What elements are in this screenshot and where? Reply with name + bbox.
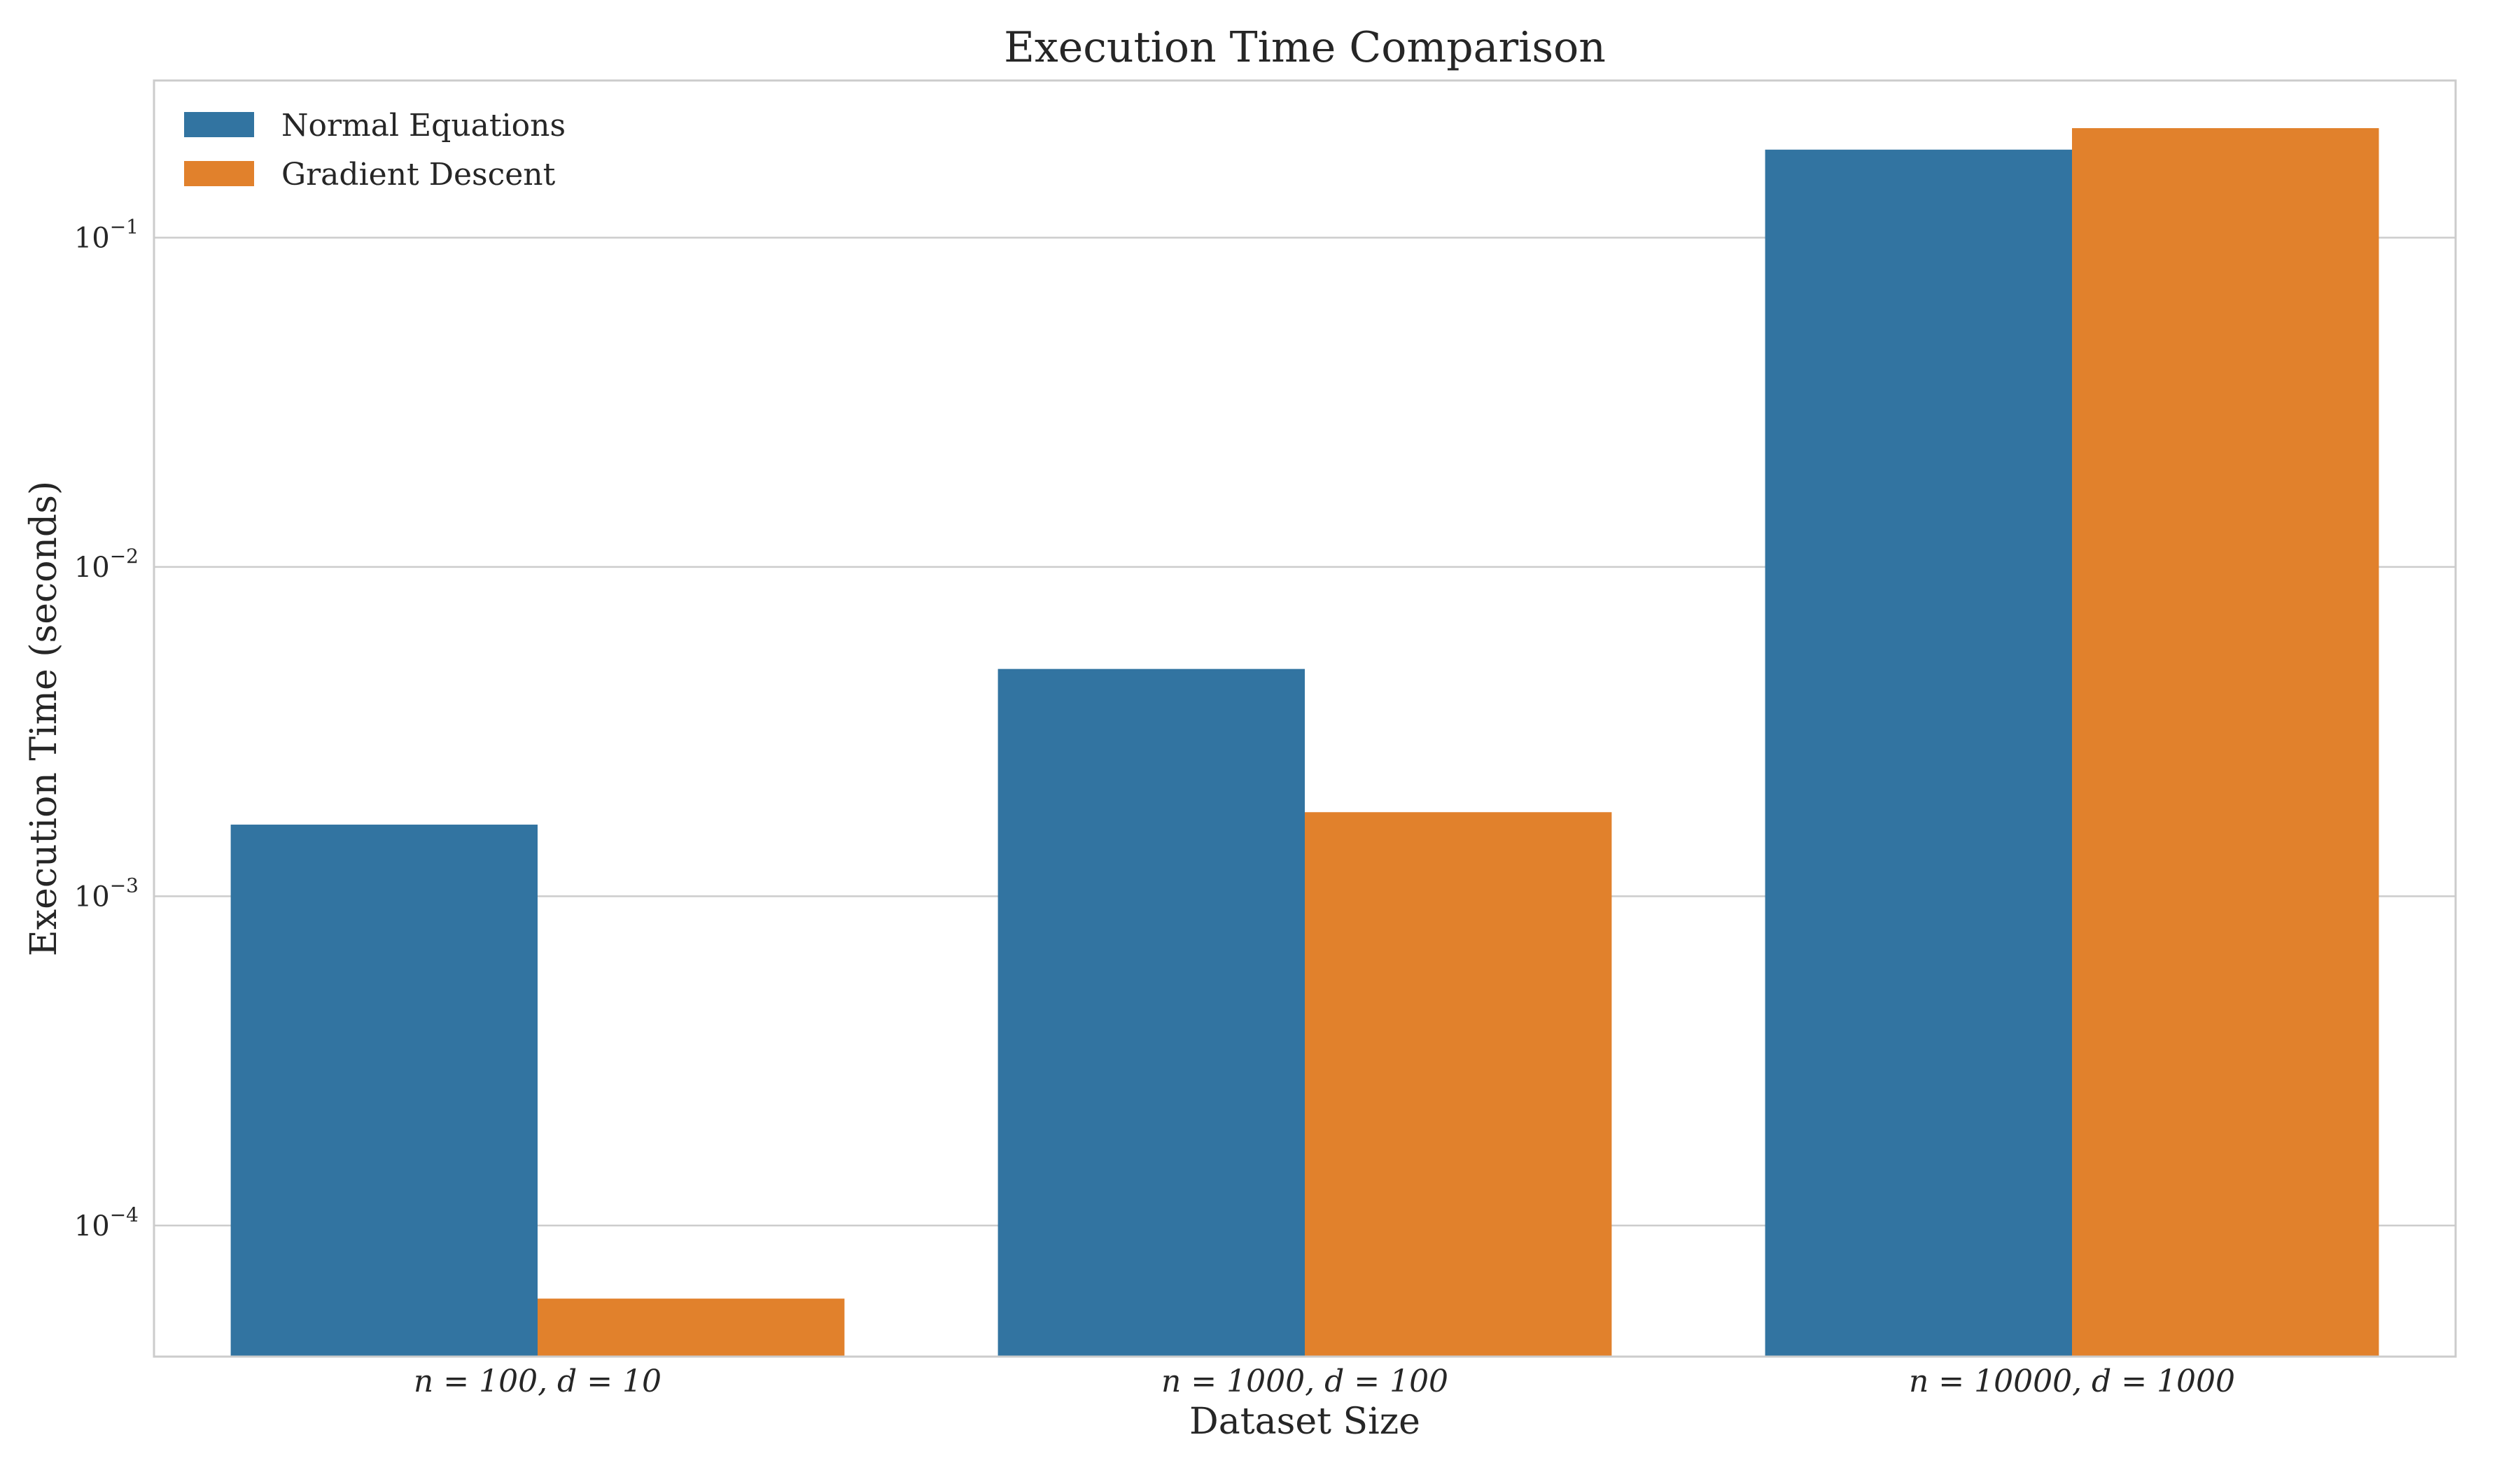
chart-title: Execution Time Comparison	[1004, 23, 1606, 72]
bar-normal-equations-2	[997, 668, 1305, 1357]
x-tick-label: n = 100, d = 10	[414, 1364, 662, 1399]
bar-normal-equations-1	[230, 825, 538, 1357]
legend-label: Gradient Descent	[281, 157, 556, 192]
legend-label: Normal Equations	[281, 108, 566, 144]
x-tick-label: n = 1000, d = 100	[1161, 1364, 1448, 1399]
bar-gradient-descent-2	[1305, 812, 1612, 1357]
x-axis-label: Dataset Size	[1189, 1401, 1420, 1443]
x-tick-label: n = 10000, d = 1000	[1909, 1364, 2235, 1399]
bar-layer	[230, 128, 2379, 1357]
legend-swatch	[184, 112, 254, 137]
legend-swatch	[184, 161, 254, 186]
bar-gradient-descent-1	[538, 1298, 845, 1357]
y-tick-labels: 10−4 10−3 10−2 10−1	[74, 215, 139, 1242]
legend: Normal Equations Gradient Descent	[184, 108, 566, 192]
y-axis-label: Execution Time (seconds)	[23, 481, 65, 956]
y-tick-label: 10−4	[74, 1203, 139, 1242]
x-tick-labels: n = 100, d = 10 n = 1000, d = 100 n = 1000…	[414, 1364, 2235, 1399]
bar-normal-equations-3	[1765, 149, 2072, 1357]
y-tick-label: 10−2	[74, 545, 139, 584]
y-tick-label: 10−1	[74, 215, 139, 254]
y-tick-label: 10−3	[74, 874, 139, 913]
bar-gradient-descent-3	[2072, 128, 2379, 1357]
plot-frame	[153, 79, 2457, 1358]
